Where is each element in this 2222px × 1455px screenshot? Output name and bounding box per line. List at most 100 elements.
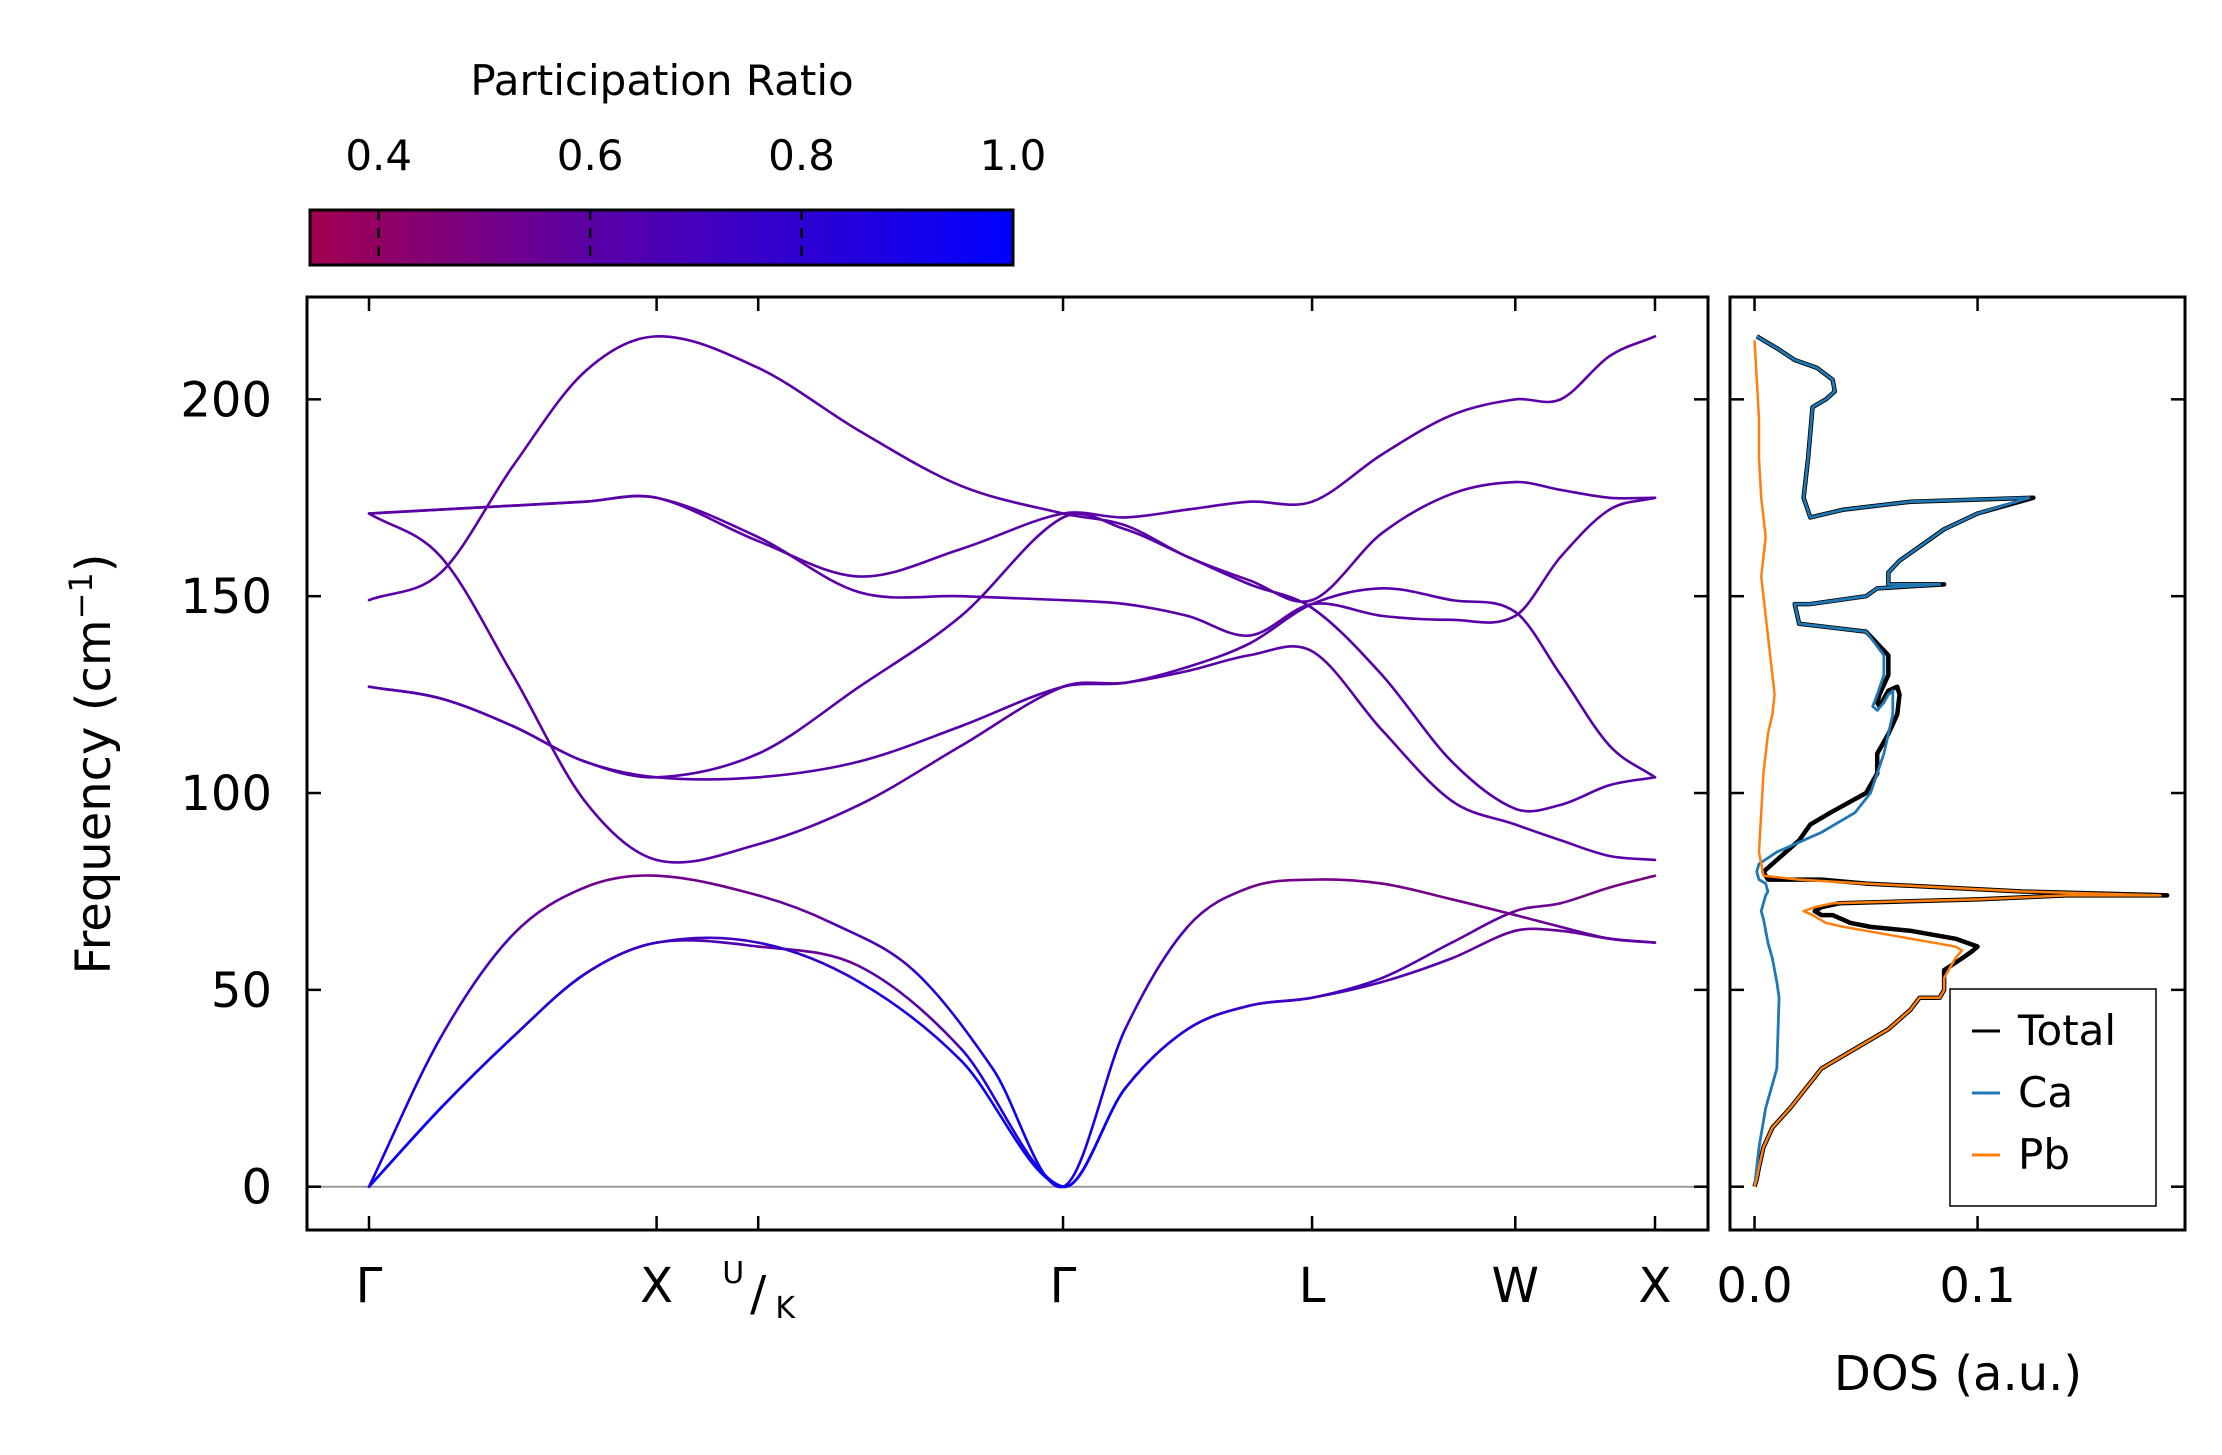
band-segment <box>1248 602 1314 637</box>
band-y-ticks: 0 50 100 150 200 <box>180 372 1708 1216</box>
band-segment <box>1123 669 1189 685</box>
band-segment <box>583 799 658 862</box>
colorbar-label: Participation Ratio <box>470 56 853 105</box>
band-segment <box>1310 650 1384 732</box>
band-segment <box>583 335 658 374</box>
band-segment <box>1380 882 1454 901</box>
band-segment <box>1123 524 1189 559</box>
band-segment <box>1248 500 1314 507</box>
band-segment <box>1608 874 1657 889</box>
band-lines <box>367 335 1657 1189</box>
band-segment <box>583 941 658 976</box>
band-segment <box>1559 488 1611 500</box>
band-segment <box>959 1047 1065 1188</box>
band-segment <box>367 571 443 602</box>
x-tick-label: X <box>1639 1258 1672 1314</box>
band-segment <box>858 964 963 1051</box>
legend-label-ca: Ca <box>2018 1068 2073 1117</box>
y-tick-label: 100 <box>180 766 272 822</box>
band-segment <box>1310 531 1384 602</box>
band-segment <box>756 894 833 925</box>
band-segment <box>959 594 1065 602</box>
u-point-label: U <box>722 1256 744 1291</box>
y-tick-label: 0 <box>241 1160 272 1216</box>
band-segment <box>1513 803 1562 813</box>
dos-lines <box>1752 334 2170 1188</box>
band-segment <box>439 933 515 1039</box>
band-segment <box>1310 453 1384 504</box>
band-segment <box>655 936 760 944</box>
band-segment <box>655 874 760 897</box>
band-segment <box>756 760 861 779</box>
band-acoustic-3 <box>367 874 1657 1189</box>
band-segment <box>1061 511 1127 519</box>
band-segment <box>655 752 760 779</box>
dos-y-ticks <box>1730 398 2185 1188</box>
dos-legend: Total Ca Pb <box>1949 988 2157 1207</box>
band-segment <box>858 980 963 1063</box>
legend-frame <box>1949 988 2157 1207</box>
band-segment <box>959 516 1065 618</box>
band-segment <box>1123 508 1189 519</box>
band-structure-panel: 0 50 100 150 200 Γ X Γ L W X U / K Frequency (cm−… <box>62 295 1710 1326</box>
band-segment <box>1559 354 1611 401</box>
band-segment <box>1380 413 1454 456</box>
band-segment <box>583 941 658 976</box>
band-segment <box>1450 799 1517 826</box>
band-segment <box>1608 937 1657 944</box>
band-segment <box>1559 783 1611 807</box>
band-segment <box>1380 728 1454 803</box>
band-optical-5 <box>367 587 1657 781</box>
band-segment <box>1513 397 1562 404</box>
band-segment <box>1310 878 1384 885</box>
band-segment <box>1186 642 1251 669</box>
band-segment <box>1123 1027 1189 1090</box>
band-segment <box>1061 1086 1127 1188</box>
band-segment <box>439 555 515 677</box>
band-segment <box>1559 508 1611 559</box>
band-segment <box>1061 598 1127 606</box>
band-segment <box>912 968 995 1070</box>
band-segment <box>1380 673 1454 763</box>
band-segment <box>1513 913 1562 929</box>
x-tick-label: Γ <box>356 1258 383 1314</box>
band-segment <box>1248 996 1314 1007</box>
band-segment <box>756 945 861 968</box>
band-segment <box>511 972 586 1039</box>
band-segment <box>1248 645 1314 657</box>
band-optical-6 <box>367 512 1657 864</box>
band-optical-8 <box>367 335 1657 578</box>
band-segment <box>367 685 443 700</box>
band-segment <box>1559 838 1611 858</box>
dos-panel: 0.0 0.1 DOS (a.u.) Total Ca Pb <box>1716 295 2187 1402</box>
x-tick-label: L <box>1299 1258 1326 1314</box>
band-segment <box>991 1067 1065 1189</box>
band-segment <box>1513 901 1562 913</box>
band-segment <box>1248 878 1314 889</box>
band-segment <box>1248 602 1314 645</box>
dos-axis-label: DOS (a.u.) <box>1834 1346 2082 1402</box>
band-segment <box>959 512 1065 551</box>
band-segment <box>1513 480 1562 492</box>
band-segment <box>1123 602 1189 618</box>
band-segment <box>367 508 443 515</box>
band-segment <box>1608 496 1657 511</box>
x-tick-label: W <box>1492 1258 1539 1314</box>
band-segment <box>1380 957 1454 984</box>
frequency-axis-label: Frequency (cm−1) <box>62 553 122 974</box>
band-segment <box>1186 886 1251 929</box>
band-segment <box>959 484 1065 515</box>
band-segment <box>756 685 861 755</box>
band-segment <box>1559 673 1611 748</box>
band-segment <box>583 494 658 504</box>
x-tick-label: Γ <box>1050 1258 1077 1314</box>
band-segment <box>1380 941 1454 980</box>
band-segment <box>655 335 760 370</box>
band-segment <box>1608 335 1657 358</box>
band-segment <box>439 464 515 574</box>
colorbar-tick-label: 0.8 <box>768 131 835 180</box>
band-segment <box>367 1035 443 1188</box>
x-tick-label: X <box>640 1258 673 1314</box>
